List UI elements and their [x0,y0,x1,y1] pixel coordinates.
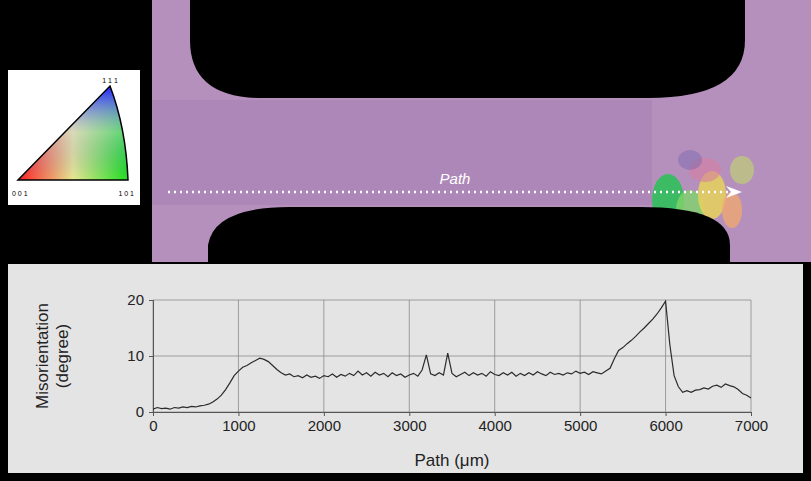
ipf-triangle-shade [18,86,128,180]
tick-mark [324,412,325,416]
specimen [152,0,811,262]
plot-area [153,301,751,409]
tick: 5000 [564,412,597,434]
ipf-label: 1 0 1 [118,190,134,197]
tick-label: 7000 [735,417,768,434]
tick-mark [238,412,239,416]
tick: 6000 [649,412,682,434]
tick-label: 20 [127,291,144,308]
ipf-label: 1 1 1 [102,77,118,84]
cutout-bottom [208,207,730,262]
tick-mark [580,412,581,416]
axis-line [154,413,752,417]
tick-label: 6000 [649,417,682,434]
path-arrowhead [726,186,742,198]
grain-region [678,150,702,170]
tick-mark [149,356,153,357]
path-label: Path [440,170,471,187]
ipf-triangle [18,86,128,180]
ipf-triangle-outline [18,86,128,180]
y-axis-title-line: (degree) [53,324,72,388]
grain-region [722,192,742,228]
grid [153,300,751,412]
figure: Path 1 1 1 0 0 1 1 0 1 0 1000 2000 3000 4000 5000… [0,0,811,481]
background [0,0,811,481]
tick-label: 2000 [308,417,341,434]
x-axis: 0 1000 2000 3000 4000 5000 6000 7000 [149,412,768,434]
tick: 3000 [393,412,426,434]
tick-mark [149,412,153,413]
tick-label: 3000 [393,417,426,434]
x-axis-title: Path (μm) [415,451,490,470]
tick-mark [751,412,752,416]
tick-mark [149,300,153,301]
tick: 7000 [735,412,768,434]
chart-panel [8,264,803,473]
tick-mark [495,412,496,416]
tick: 10 [127,347,153,364]
tick-label: 0 [136,403,144,420]
axis-line [149,301,154,413]
tick: 1000 [222,412,255,434]
gauge-shade [152,100,652,205]
tick-label: 5000 [564,417,597,434]
grid-line [153,300,751,301]
tick-label: 1000 [222,417,255,434]
y-axis-title: Misorientation(degree) [33,303,72,409]
y-axis: 0 10 20 [127,291,153,420]
ebsd-map [152,0,811,262]
tick-mark [666,412,667,416]
y-axis-title-line: Misorientation [33,303,52,409]
path-line [168,191,728,194]
tick-label: 4000 [479,417,512,434]
ipf-legend-box [8,70,140,205]
tick-label: 0 [149,417,157,434]
data-line [153,301,751,409]
ipf-label: 0 0 1 [12,190,28,197]
grain-region [730,156,754,184]
tick: 2000 [308,412,341,434]
tick: 0 [136,403,153,420]
grid-line [153,356,751,357]
tick-mark [409,412,410,416]
tick-label: 10 [127,347,144,364]
cutout-top [190,0,745,98]
tick: 0 [149,412,157,434]
tick: 4000 [479,412,512,434]
tick: 20 [127,291,153,308]
